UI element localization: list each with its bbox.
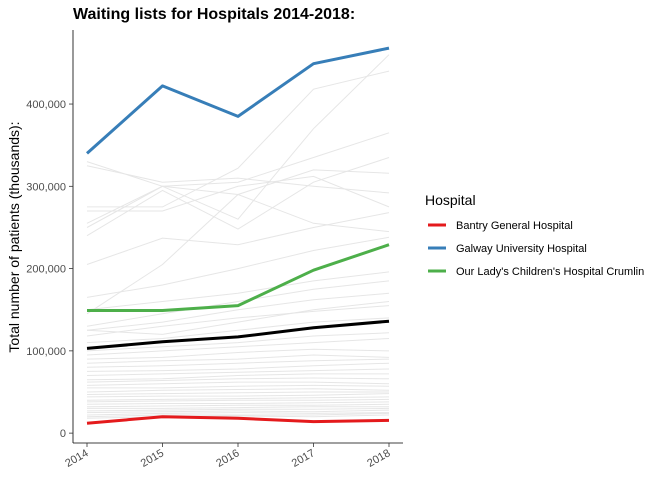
background-series-line [86,348,390,360]
legend-label-1: Bantry General Hospital [456,220,573,232]
background-series-line [86,412,390,416]
background-series-line [87,175,390,212]
background-series-line [86,132,390,224]
background-series-line [86,280,390,327]
background-series-line [86,393,390,398]
series-line-1 [86,415,390,425]
x-tick-label: 2018 [365,447,392,470]
background-series-line [86,157,390,237]
background-series-line [86,54,390,220]
y-tick-label: 0 [60,428,66,440]
background-series-line [86,388,390,393]
background-series-line [86,407,390,412]
background-series-line [86,317,390,344]
background-series-line [86,391,389,395]
background-series-line [86,403,390,408]
background-series-line [86,354,390,364]
series-line-2 [86,46,390,155]
x-tick-label: 2014 [63,447,90,470]
background-series-line [87,70,390,208]
background-series-group [86,54,390,419]
x-tick-label: 2015 [139,447,166,470]
background-series-line [86,185,390,233]
background-series-line [87,384,390,389]
background-series-line [86,362,390,372]
background-series-line [86,236,390,298]
background-series-line [86,301,390,335]
legend-title: Hospital [425,192,476,208]
background-series-line [86,396,390,401]
y-tick-label: 300,000 [26,181,66,193]
background-series-line [86,358,390,368]
background-series-line [86,401,390,405]
x-tick-label: 2016 [214,447,241,470]
x-tick-label: 2017 [290,447,317,470]
y-tick-label: 200,000 [26,264,66,276]
background-series-line [86,412,390,418]
background-series-line [86,212,390,265]
average-series-line [86,319,390,350]
background-series-line [86,292,390,331]
y-axis-title: Total number of patients (thousands): [6,121,22,352]
background-series-line [86,409,390,414]
y-tick-label: 100,000 [26,346,66,358]
legend-label-2: Galway University Hospital [456,243,587,255]
chart-title: Waiting lists for Hospitals 2014-2018: [73,6,355,23]
background-series-line [86,332,390,352]
series-line-3 [87,243,390,312]
background-series-line [86,377,390,383]
background-series-line [86,165,390,194]
background-series-line [86,373,389,381]
background-series-line [86,169,390,315]
y-axis-ticks: 0 100,000 200,000 300,000 400,000 [26,99,73,440]
y-tick-label: 400,000 [26,99,66,111]
background-series-line [86,381,390,386]
background-series-line [86,414,390,419]
background-series-line [86,305,390,337]
background-series-line [87,406,389,409]
highlighted-series-group [86,46,390,425]
background-series-line [86,368,390,376]
background-series-line [86,398,390,403]
legend-label-3: Our Lady's Children's Hospital Crumlin [456,266,644,278]
background-series-line [86,338,390,356]
background-series-line [86,271,390,311]
x-axis-ticks: 2014 2015 2016 2017 2018 [63,443,393,470]
legend: Hospital Bantry General Hospital Galway U… [425,192,644,278]
